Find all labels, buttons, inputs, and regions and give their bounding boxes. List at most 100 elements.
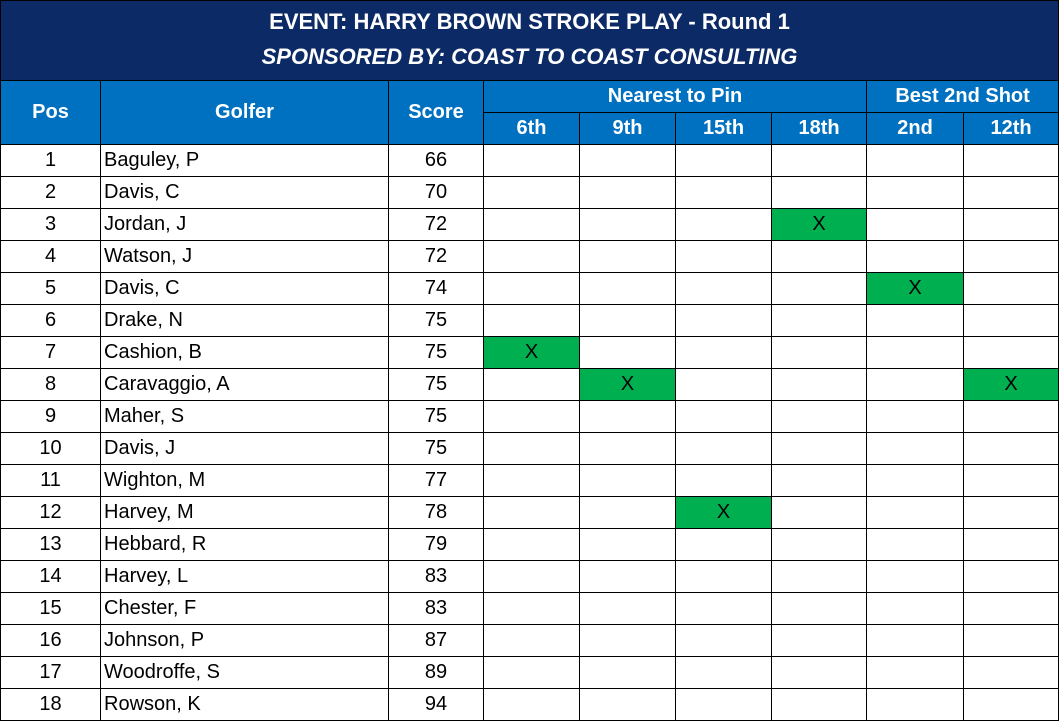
data-row: 6 Drake, N 75: [0, 304, 1059, 337]
award-cell: [963, 240, 1059, 273]
data-row: 17 Woodroffe, S 89: [0, 656, 1059, 689]
score: 75: [388, 304, 484, 337]
award-cell: [579, 624, 676, 657]
award-cell: [963, 528, 1059, 561]
award-cell: [483, 592, 580, 625]
award-cell: [770, 624, 868, 657]
award-cell: [866, 560, 965, 593]
award-cell: [579, 144, 676, 177]
golfer: Johnson, P: [100, 624, 389, 657]
award-cell: [963, 624, 1059, 657]
award-cell: [579, 304, 676, 337]
position: 4: [0, 240, 101, 273]
award-cell: [963, 336, 1059, 369]
award-cell: X: [483, 336, 580, 369]
header-row: Pos Golfer Score Nearest to Pin Best 2nd Sho…: [0, 80, 1059, 145]
award-cell: [866, 528, 965, 561]
position: 8: [0, 368, 101, 401]
award-cell: [483, 176, 580, 209]
award-cell: [770, 528, 868, 561]
score: 75: [388, 336, 484, 369]
award-cell: [675, 432, 772, 465]
score: 77: [388, 464, 484, 497]
award-cell: [579, 176, 676, 209]
data-row: 15 Chester, F 83: [0, 592, 1059, 625]
position: 17: [0, 656, 101, 689]
data-row: 7 Cashion, B 75 X: [0, 336, 1059, 369]
award-cell: [866, 144, 965, 177]
award-cell: [579, 400, 676, 433]
golfer: Davis, C: [100, 272, 389, 305]
award-cell: [579, 464, 676, 497]
hole-header: 18th: [770, 112, 868, 145]
award-cell: [579, 528, 676, 561]
award-cell: [579, 592, 676, 625]
score: 72: [388, 240, 484, 273]
award-cell: [675, 656, 772, 689]
score: 66: [388, 144, 484, 177]
group-header: Nearest to Pin: [482, 80, 868, 113]
award-cell: [483, 304, 580, 337]
data-row: 18 Rowson, K 94: [0, 688, 1059, 721]
award-cell: [483, 496, 580, 529]
award-cell: [675, 272, 772, 305]
award-cell: [963, 400, 1059, 433]
award-cell: [483, 464, 580, 497]
award-cell: [866, 464, 965, 497]
award-cell: X: [866, 272, 965, 305]
data-row: 16 Johnson, P 87: [0, 624, 1059, 657]
award-cell: [483, 208, 580, 241]
score: 83: [388, 560, 484, 593]
position: 15: [0, 592, 101, 625]
award-cell: [483, 560, 580, 593]
award-cell: [675, 336, 772, 369]
award-cell: [579, 208, 676, 241]
award-cell: [483, 528, 580, 561]
golfer: Harvey, M: [100, 496, 389, 529]
hole-header: 12th: [963, 112, 1059, 145]
data-row: 12 Harvey, M 78 X: [0, 496, 1059, 529]
award-cell: [963, 560, 1059, 593]
award-cell: [483, 624, 580, 657]
award-cell: [866, 336, 965, 369]
award-cell: [770, 336, 868, 369]
award-cell: [866, 624, 965, 657]
position: 9: [0, 400, 101, 433]
award-cell: [483, 400, 580, 433]
award-cell: [866, 208, 965, 241]
data-row: 3 Jordan, J 72 X: [0, 208, 1059, 241]
column-header: Golfer: [100, 80, 389, 145]
award-cell: [579, 240, 676, 273]
score: 89: [388, 656, 484, 689]
award-cell: [675, 560, 772, 593]
award-cell: [770, 240, 868, 273]
award-cell: [770, 176, 868, 209]
golfer: Davis, J: [100, 432, 389, 465]
award-cell: [770, 144, 868, 177]
column-header: Score: [388, 80, 484, 145]
award-cell: [675, 368, 772, 401]
award-cell: [963, 144, 1059, 177]
golfer: Wighton, M: [100, 464, 389, 497]
data-row: 9 Maher, S 75: [0, 400, 1059, 433]
position: 13: [0, 528, 101, 561]
golfer: Jordan, J: [100, 208, 389, 241]
award-cell: [675, 176, 772, 209]
award-cell: [963, 656, 1059, 689]
award-cell: X: [770, 208, 868, 241]
score: 70: [388, 176, 484, 209]
golfer: Harvey, L: [100, 560, 389, 593]
award-cell: [963, 496, 1059, 529]
award-cell: [770, 464, 868, 497]
award-cell: [963, 432, 1059, 465]
award-cell: [963, 464, 1059, 497]
award-cell: [675, 400, 772, 433]
position: 11: [0, 464, 101, 497]
position: 1: [0, 144, 101, 177]
award-cell: [675, 464, 772, 497]
golfer: Caravaggio, A: [100, 368, 389, 401]
golfer: Watson, J: [100, 240, 389, 273]
award-cell: [770, 432, 868, 465]
award-cell: X: [579, 368, 676, 401]
